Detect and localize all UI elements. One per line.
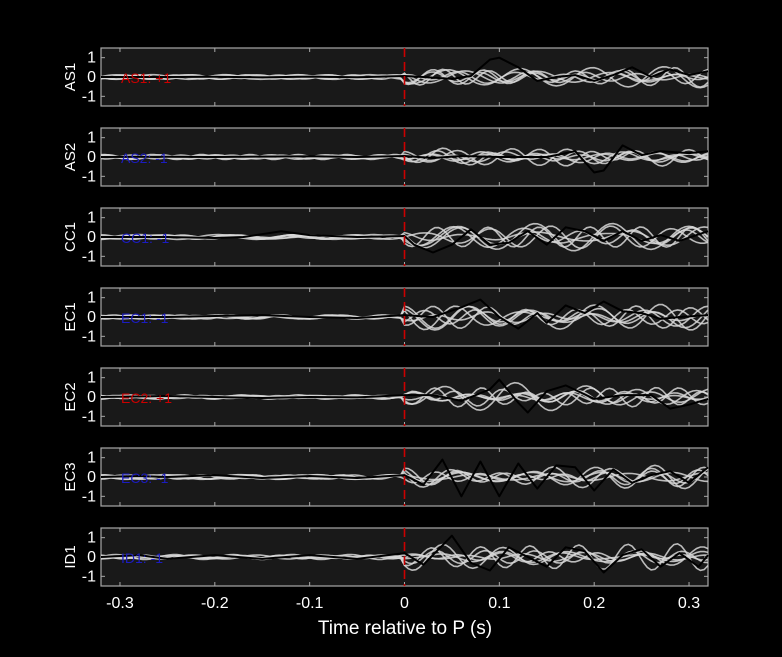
- main-trace: [101, 298, 709, 330]
- x-tick-label: 0.3: [678, 595, 700, 612]
- x-tick-label: 0.1: [488, 595, 510, 612]
- polarity-label: EC3: -1: [121, 470, 169, 486]
- main-trace: [100, 144, 709, 174]
- x-tick-label: -0.2: [201, 595, 229, 612]
- polarity-label: AS2: -1: [121, 150, 168, 166]
- y-tick-label: 1: [87, 290, 96, 307]
- x-tick-label: 0.2: [583, 595, 605, 612]
- y-tick-label: 1: [87, 530, 96, 547]
- main-trace: [100, 378, 709, 414]
- main-trace: [100, 534, 709, 574]
- y-tick-label: -1: [82, 88, 96, 105]
- x-tick-label: -0.1: [296, 595, 324, 612]
- y-tick-label: -1: [82, 568, 96, 585]
- y-tick-label: 0: [87, 389, 96, 406]
- station-label: EC3: [62, 462, 79, 491]
- y-tick-label: 1: [87, 50, 96, 67]
- y-tick-label: 0: [87, 469, 96, 486]
- y-tick-label: 0: [87, 229, 96, 246]
- polarity-label: EC1: -1: [121, 310, 169, 326]
- main-trace: [100, 458, 709, 498]
- station-label: AS1: [62, 63, 79, 91]
- main-trace: [101, 226, 709, 254]
- station-label: AS2: [62, 143, 79, 171]
- polarity-label: AS1: +1: [121, 70, 171, 86]
- polarity-label: CC1: -1: [121, 230, 169, 246]
- y-tick-label: -1: [82, 408, 96, 425]
- y-tick-label: -1: [82, 328, 96, 345]
- polarity-label: EC2: +1: [121, 390, 172, 406]
- stack-trace: [100, 551, 709, 563]
- y-tick-label: 0: [87, 309, 96, 326]
- station-label: EC1: [62, 302, 79, 331]
- y-tick-label: 1: [87, 370, 96, 387]
- y-tick-label: 0: [87, 149, 96, 166]
- y-tick-label: 1: [87, 130, 96, 147]
- y-tick-label: 1: [87, 210, 96, 227]
- polarity-label: ID1: -1: [121, 550, 163, 566]
- x-tick-label: 0: [400, 595, 409, 612]
- station-label: EC2: [62, 382, 79, 411]
- y-tick-label: 0: [87, 549, 96, 566]
- main-trace: [101, 56, 709, 82]
- y-tick-label: -1: [82, 248, 96, 265]
- x-axis-label: Time relative to P (s): [318, 618, 492, 639]
- x-tick-label: -0.3: [106, 595, 134, 612]
- y-tick-label: -1: [82, 488, 96, 505]
- y-tick-label: 0: [87, 69, 96, 86]
- station-label: ID1: [62, 545, 79, 568]
- station-label: CC1: [62, 222, 79, 252]
- y-tick-label: 1: [87, 450, 96, 467]
- y-tick-label: -1: [82, 168, 96, 185]
